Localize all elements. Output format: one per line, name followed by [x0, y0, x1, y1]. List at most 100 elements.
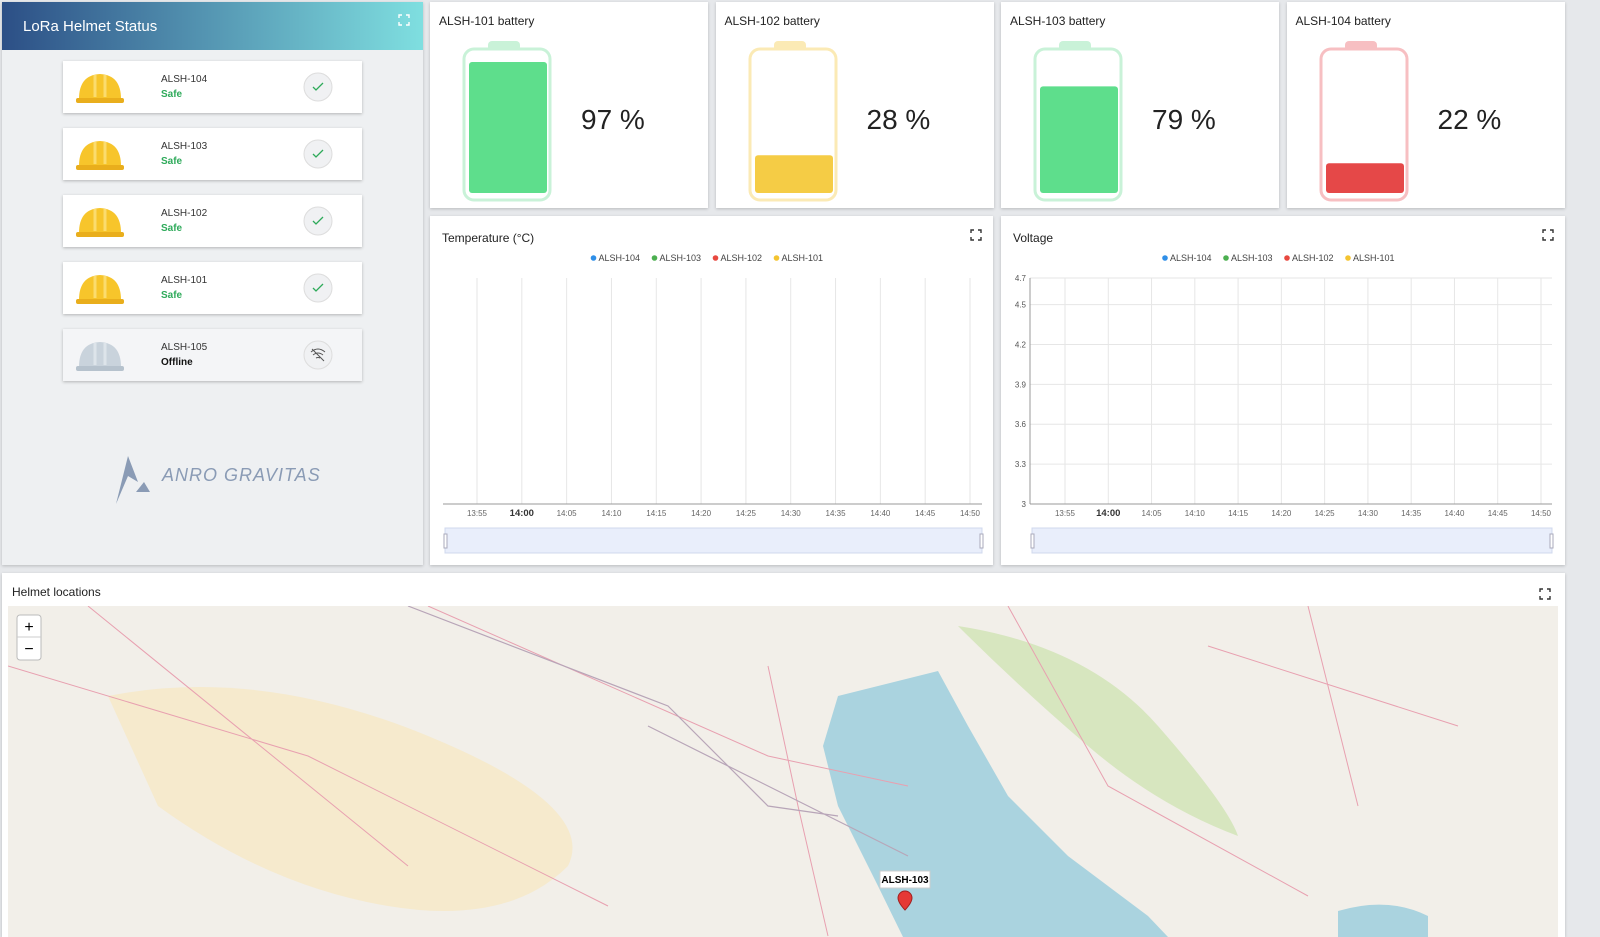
- helmet-icon: [76, 74, 124, 103]
- helmet-card: ALSH-103 Safe: [63, 128, 362, 180]
- legend-dot: [1223, 255, 1229, 261]
- y-tick-label: 3.9: [1015, 380, 1027, 389]
- battery-value: 28 %: [866, 104, 931, 135]
- x-tick-label: 14:25: [1315, 509, 1336, 518]
- x-tick-label: 14:00: [1096, 508, 1120, 519]
- status-header: LoRa Helmet Status: [2, 2, 423, 50]
- slider-handle[interactable]: [979, 533, 984, 549]
- battery-value: 97 %: [581, 104, 645, 135]
- x-tick-label: 14:35: [1401, 509, 1422, 518]
- expand-icon[interactable]: [970, 229, 982, 241]
- battery-card: ALSH-104 battery 22 %: [1286, 2, 1565, 208]
- legend-label[interactable]: ALSH-104: [599, 253, 641, 263]
- status-button[interactable]: [301, 70, 335, 104]
- chart: ALSH-104 ALSH-103 ALSH-102 ALSH-101 3 3.3 3.6 3…: [1015, 229, 1554, 554]
- legend-dot: [773, 255, 780, 261]
- slider-handle[interactable]: [1030, 533, 1035, 549]
- legend-label[interactable]: ALSH-103: [660, 253, 702, 263]
- map-title: Helmet locations: [12, 585, 101, 599]
- x-tick-label: 14:40: [1444, 509, 1465, 518]
- legend-label[interactable]: ALSH-101: [1353, 253, 1395, 263]
- zoom-out[interactable]: −: [24, 641, 33, 658]
- x-tick-label: 14:20: [1271, 509, 1292, 518]
- map-panel: Helmet locations + − ALSH-103: [2, 573, 1565, 937]
- chart-panel: Voltage ALSH-104 ALSH-103 ALSH-102 ALSH-101 3…: [1001, 216, 1565, 565]
- status-button[interactable]: [301, 271, 335, 305]
- helmet-status: Offline: [161, 357, 193, 368]
- logo-mark: [116, 456, 150, 504]
- battery-fill: [1040, 86, 1118, 193]
- x-tick-label: 14:30: [1358, 509, 1379, 518]
- helmet-status: Safe: [161, 156, 183, 167]
- x-tick-label: 14:10: [1185, 509, 1206, 518]
- x-tick-label: 14:50: [1531, 509, 1552, 518]
- x-tick-label: 14:50: [960, 509, 981, 518]
- legend-label[interactable]: ALSH-104: [1170, 253, 1212, 263]
- x-tick-label: 14:20: [691, 509, 712, 518]
- battery-value: 22 %: [1437, 104, 1502, 135]
- x-tick-label: 14:00: [510, 508, 534, 519]
- battery-gauge: [1319, 41, 1408, 202]
- map[interactable]: + − ALSH-103: [8, 606, 1558, 937]
- helmet-icon: [76, 275, 124, 304]
- x-tick-label: 14:05: [1142, 509, 1163, 518]
- zoom-in[interactable]: +: [24, 619, 33, 636]
- legend-label[interactable]: ALSH-102: [721, 253, 763, 263]
- legend-label[interactable]: ALSH-101: [782, 253, 824, 263]
- helmet-icon: [76, 141, 124, 170]
- map-marker[interactable]: [897, 890, 913, 911]
- helmet-card: ALSH-102 Safe: [63, 195, 362, 247]
- x-tick-label: 13:55: [467, 509, 488, 518]
- zoom-slider[interactable]: [1031, 527, 1553, 554]
- battery-value: 79 %: [1152, 104, 1216, 135]
- legend-dot: [651, 255, 658, 261]
- y-tick-label: 4.7: [1015, 274, 1027, 283]
- y-tick-label: 3: [1022, 500, 1027, 509]
- y-tick-label: 3.6: [1015, 420, 1027, 429]
- helmet-status: Safe: [161, 89, 183, 100]
- x-tick-label: 14:40: [870, 509, 891, 518]
- status-button[interactable]: [301, 338, 335, 372]
- status-button[interactable]: [301, 137, 335, 171]
- x-tick-label: 14:10: [601, 509, 622, 518]
- legend-dot: [1284, 255, 1290, 261]
- legend-label[interactable]: ALSH-102: [1292, 253, 1334, 263]
- slider-handle[interactable]: [443, 533, 448, 549]
- expand-icon[interactable]: [1542, 229, 1554, 241]
- helmet-card: ALSH-104 Safe: [63, 61, 362, 113]
- zoom-slider[interactable]: [444, 527, 983, 554]
- legend-dot: [1162, 255, 1168, 261]
- helmet-name: ALSH-102: [161, 208, 208, 219]
- status-button[interactable]: [301, 204, 335, 238]
- helmet-icon: [76, 342, 124, 371]
- slider-handle[interactable]: [1549, 533, 1554, 549]
- battery-card: ALSH-102 battery 28 %: [715, 2, 994, 208]
- status-title: LoRa Helmet Status: [23, 18, 158, 35]
- expand-icon[interactable]: [1539, 588, 1551, 600]
- battery-fill: [754, 155, 833, 193]
- x-tick-label: 14:15: [1228, 509, 1249, 518]
- x-tick-label: 14:45: [915, 509, 936, 518]
- battery-title: ALSH-104 battery: [1295, 14, 1391, 28]
- x-tick-label: 14:15: [646, 509, 667, 518]
- marker-label: ALSH-103: [881, 875, 929, 886]
- legend-dot: [1345, 255, 1351, 261]
- status-panel: LoRa Helmet Status ALSH-104 Safe ALSH-103 S…: [2, 2, 423, 565]
- battery-gauge: [462, 41, 552, 202]
- x-tick-label: 14:25: [736, 509, 757, 518]
- x-tick-label: 14:35: [826, 509, 847, 518]
- zoom-control[interactable]: + −: [16, 614, 42, 661]
- legend-label[interactable]: ALSH-103: [1231, 253, 1273, 263]
- chart-panel: Temperature (°C) ALSH-104 ALSH-103 ALSH-102…: [430, 216, 993, 565]
- legend-dot: [712, 255, 719, 261]
- expand-icon[interactable]: [398, 14, 410, 26]
- battery-outline: [1319, 47, 1408, 202]
- battery-card: ALSH-103 battery 79 %: [1001, 2, 1279, 208]
- logo-text: ANRO GRAVITAS: [162, 465, 321, 485]
- helmet-icon: [76, 208, 124, 237]
- battery-title: ALSH-102 battery: [724, 14, 820, 28]
- x-tick-label: 14:05: [557, 509, 578, 518]
- x-tick-label: 14:30: [781, 509, 802, 518]
- battery-fill: [469, 62, 547, 193]
